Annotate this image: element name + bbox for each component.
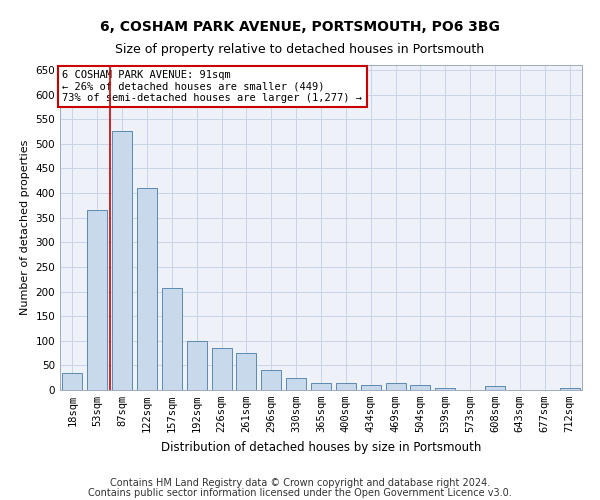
Text: Size of property relative to detached houses in Portsmouth: Size of property relative to detached ho… xyxy=(115,42,485,56)
Bar xyxy=(212,348,232,390)
Bar xyxy=(137,188,157,390)
Bar xyxy=(286,378,306,390)
Bar xyxy=(236,353,256,390)
Bar xyxy=(336,382,356,390)
Bar xyxy=(560,388,580,390)
Bar xyxy=(410,385,430,390)
Bar xyxy=(262,370,281,390)
Bar xyxy=(112,132,132,390)
Bar xyxy=(88,210,107,390)
Bar xyxy=(311,382,331,390)
Bar xyxy=(386,382,406,390)
Text: Contains public sector information licensed under the Open Government Licence v3: Contains public sector information licen… xyxy=(88,488,512,498)
Y-axis label: Number of detached properties: Number of detached properties xyxy=(20,140,30,315)
Bar xyxy=(62,373,82,390)
X-axis label: Distribution of detached houses by size in Portsmouth: Distribution of detached houses by size … xyxy=(161,440,481,454)
Text: 6 COSHAM PARK AVENUE: 91sqm
← 26% of detached houses are smaller (449)
73% of se: 6 COSHAM PARK AVENUE: 91sqm ← 26% of det… xyxy=(62,70,362,103)
Text: 6, COSHAM PARK AVENUE, PORTSMOUTH, PO6 3BG: 6, COSHAM PARK AVENUE, PORTSMOUTH, PO6 3… xyxy=(100,20,500,34)
Bar xyxy=(361,385,380,390)
Bar xyxy=(187,341,206,390)
Bar xyxy=(162,288,182,390)
Bar xyxy=(485,386,505,390)
Text: Contains HM Land Registry data © Crown copyright and database right 2024.: Contains HM Land Registry data © Crown c… xyxy=(110,478,490,488)
Bar xyxy=(436,388,455,390)
